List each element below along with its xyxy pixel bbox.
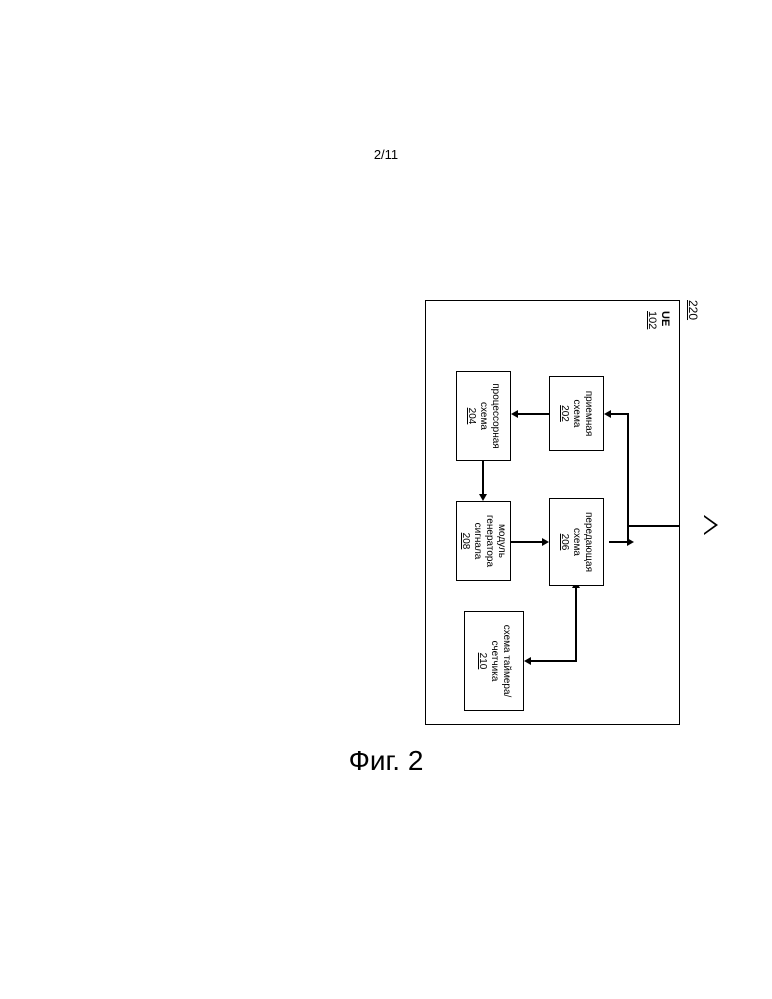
receiver-ref: 202 xyxy=(559,405,571,422)
block-processor: процессорная схема 204 xyxy=(456,371,511,461)
arrow-to-timer xyxy=(524,657,531,665)
generator-label3: сигнала xyxy=(472,523,484,560)
line-antenna-in xyxy=(629,525,679,527)
processor-ref: 204 xyxy=(466,408,478,425)
receiver-label1: приемная xyxy=(583,391,595,437)
block-transmitter: передающая схема 206 xyxy=(549,498,604,586)
processor-label2: схема xyxy=(478,402,490,430)
arrow-to-recv xyxy=(604,410,611,418)
transmitter-ref: 206 xyxy=(559,534,571,551)
line-bus xyxy=(628,413,630,542)
block-receiver: приемная схема 202 xyxy=(549,376,604,451)
line-to-trans-top xyxy=(609,541,629,543)
transmitter-label1: передающая xyxy=(583,512,595,572)
arrow-proc-gen xyxy=(480,494,488,501)
processor-label1: процессорная xyxy=(490,383,502,448)
page-number: 2/11 xyxy=(374,147,398,162)
timer-label1: схема таймера/ xyxy=(500,625,512,698)
generator-label2: генератора xyxy=(484,515,496,567)
line-gen-trans xyxy=(511,541,544,543)
figure-ref-label: 220 xyxy=(686,300,700,320)
arrow-from-trans-top xyxy=(627,538,634,546)
ue-ref: 102 xyxy=(645,311,658,329)
generator-ref: 208 xyxy=(460,533,472,550)
timer-ref: 210 xyxy=(476,653,488,670)
transmitter-label2: схема xyxy=(571,528,583,556)
block-timer: схема таймера/ счетчика 210 xyxy=(464,611,524,711)
ue-title: UE xyxy=(659,311,671,326)
line-recv-proc xyxy=(516,413,549,415)
timer-label2: счетчика xyxy=(488,641,500,682)
receiver-label2: схема xyxy=(571,400,583,428)
line-trans-timer-v xyxy=(529,660,577,662)
diagram: 220 UE 102 при xyxy=(120,285,680,725)
line-proc-gen xyxy=(483,461,485,496)
line-trans-timer-h xyxy=(576,586,578,661)
block-generator: модуль генератора сигнала 208 xyxy=(456,501,511,581)
ue-label: UE 102 xyxy=(645,311,671,329)
arrow-gen-trans xyxy=(542,538,549,546)
generator-label1: модуль xyxy=(496,524,508,558)
antenna-icon-inner xyxy=(704,517,715,533)
line-to-recv xyxy=(609,413,629,415)
antenna-mast xyxy=(650,285,680,287)
figure-caption: Фиг. 2 xyxy=(349,745,424,777)
arrow-recv-proc xyxy=(511,410,518,418)
ue-container: UE 102 приемная схема 202 xyxy=(425,300,680,725)
